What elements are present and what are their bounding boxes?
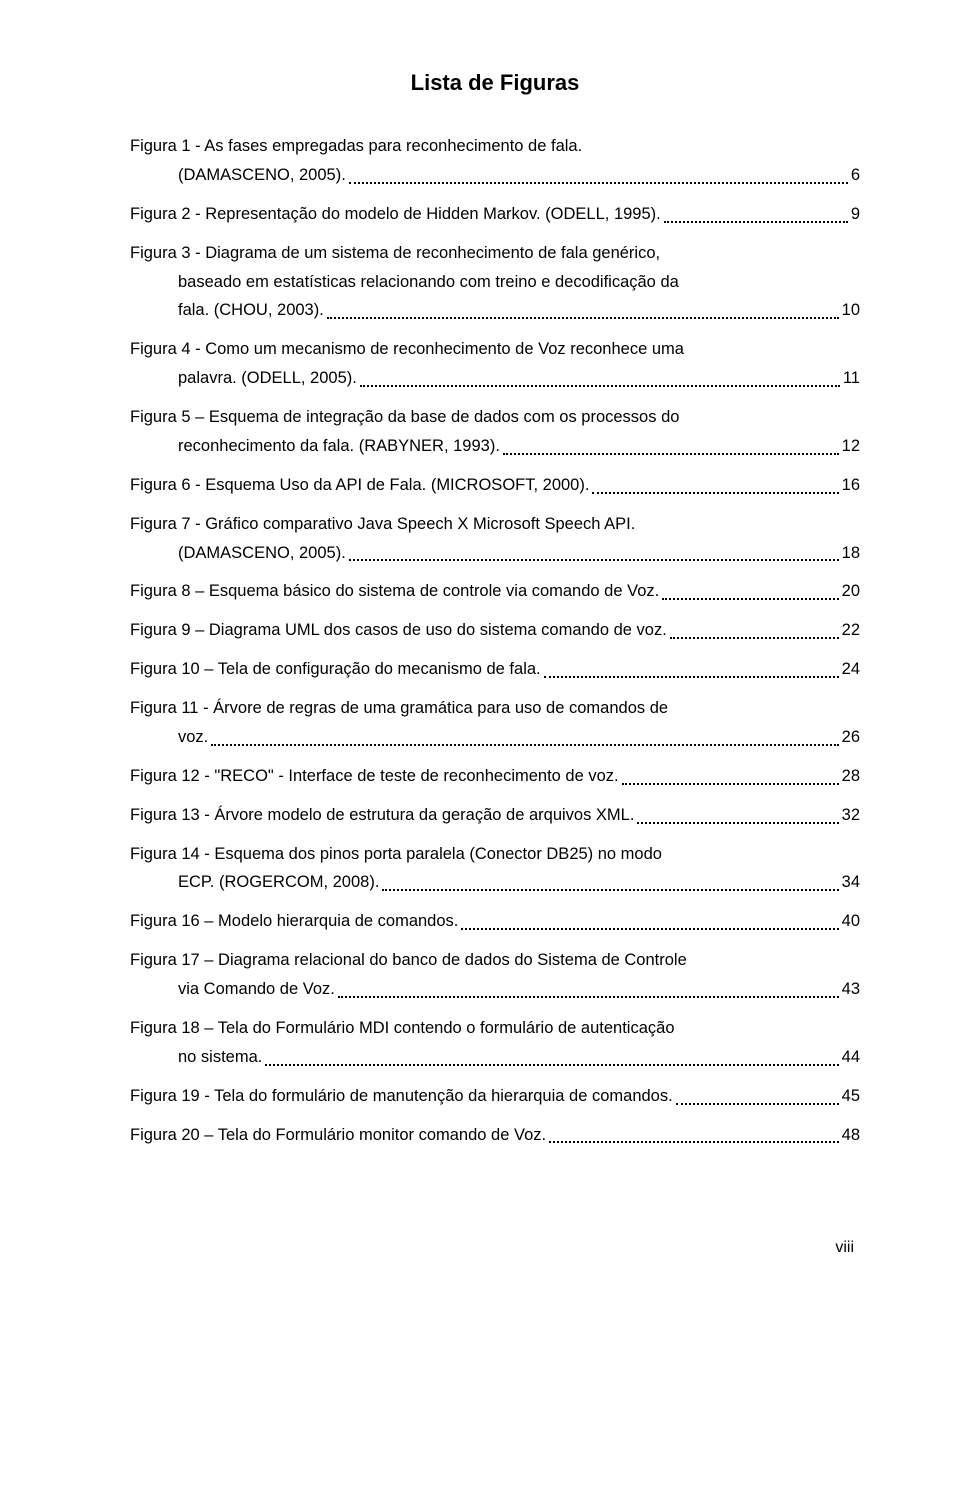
figure-entry-text: Figura 17 – Diagrama relacional do banco… [130,946,860,975]
figure-entry-page: 16 [842,471,860,500]
figure-entry: Figura 19 - Tela do formulário de manute… [130,1082,860,1111]
leader-dots [670,637,839,639]
figure-entry: Figura 12 - "RECO" - Interface de teste … [130,762,860,791]
figure-entry-page: 10 [842,296,860,325]
figure-entry-text-cont: fala. (CHOU, 2003). [178,296,324,325]
figure-entry: Figura 8 – Esquema básico do sistema de … [130,577,860,606]
figure-entry-text: Figura 19 - Tela do formulário de manute… [130,1082,673,1111]
figure-entry-lastline: ECP. (ROGERCOM, 2008). 34 [130,868,860,897]
figure-entry: Figura 3 - Diagrama de um sistema de rec… [130,239,860,326]
figure-entry: Figura 2 - Representação do modelo de Hi… [130,200,860,229]
figure-entry-lastline: no sistema. 44 [130,1043,860,1072]
figure-entry-page: 32 [842,801,860,830]
figure-entry: Figura 18 – Tela do Formulário MDI conte… [130,1014,860,1072]
entries-list: Figura 1 - As fases empregadas para reco… [130,132,860,1149]
leader-dots [349,559,839,561]
leader-dots [544,676,839,678]
figure-entry-page: 24 [842,655,860,684]
figure-entry-text: Figura 5 – Esquema de integração da base… [130,403,860,432]
figure-entry-text: Figura 16 – Modelo hierarquia de comando… [130,907,458,936]
figure-entry-text: Figura 10 – Tela de configuração do meca… [130,655,541,684]
figure-entry: Figura 13 - Árvore modelo de estrutura d… [130,801,860,830]
figure-entry: Figura 1 - As fases empregadas para reco… [130,132,860,190]
figure-entry-page: 9 [851,200,860,229]
figure-entry-text: Figura 14 - Esquema dos pinos porta para… [130,840,860,869]
leader-dots [349,182,848,184]
figure-entry-lastline: (DAMASCENO, 2005). 6 [130,161,860,190]
figure-entry-lastline: voz. 26 [130,723,860,752]
leader-dots [360,385,840,387]
figure-entry-text-cont: baseado em estatísticas relacionando com… [130,268,860,297]
leader-dots [265,1064,838,1066]
figure-entry-page: 18 [842,539,860,568]
figure-entry-page: 48 [842,1121,860,1150]
figure-entry: Figura 9 – Diagrama UML dos casos de uso… [130,616,860,645]
figure-entry: Figura 4 - Como um mecanismo de reconhec… [130,335,860,393]
figure-entry-lastline: via Comando de Voz. 43 [130,975,860,1004]
leader-dots [327,317,839,319]
leader-dots [637,822,838,824]
figure-entry-page: 45 [842,1082,860,1111]
figure-entry-lastline: fala. (CHOU, 2003). 10 [130,296,860,325]
figure-entry-text: Figura 9 – Diagrama UML dos casos de uso… [130,616,667,645]
figure-entry-page: 20 [842,577,860,606]
figure-entry-text: Figura 6 - Esquema Uso da API de Fala. (… [130,471,589,500]
figure-entry-text-cont: ECP. (ROGERCOM, 2008). [178,868,379,897]
figure-entry: Figura 11 - Árvore de regras de uma gram… [130,694,860,752]
figure-entry-page: 43 [842,975,860,1004]
figure-entry-text: Figura 2 - Representação do modelo de Hi… [130,200,661,229]
leader-dots [676,1103,839,1105]
leader-dots [461,928,838,930]
figure-entry-text-cont: palavra. (ODELL, 2005). [178,364,357,393]
figure-entry-text: Figura 4 - Como um mecanismo de reconhec… [130,335,860,364]
figure-entry-text: Figura 13 - Árvore modelo de estrutura d… [130,801,634,830]
figure-entry-page: 11 [843,364,860,393]
leader-dots [664,221,848,223]
leader-dots [662,598,838,600]
figure-entry: Figura 7 - Gráfico comparativo Java Spee… [130,510,860,568]
figure-entry-text-cont: no sistema. [178,1043,262,1072]
leader-dots [503,453,839,455]
figure-entry-text: Figura 18 – Tela do Formulário MDI conte… [130,1014,860,1043]
leader-dots [211,744,838,746]
leader-dots [622,783,839,785]
figure-entry-text-cont: (DAMASCENO, 2005). [178,161,346,190]
figure-entry-lastline: (DAMASCENO, 2005). 18 [130,539,860,568]
figure-entry-text: Figura 7 - Gráfico comparativo Java Spee… [130,510,860,539]
page-number-footer: viii [130,1239,860,1257]
figure-entry: Figura 5 – Esquema de integração da base… [130,403,860,461]
figure-entry-text: Figura 11 - Árvore de regras de uma gram… [130,694,860,723]
figure-entry-page: 34 [842,868,860,897]
figure-entry-lastline: palavra. (ODELL, 2005). 11 [130,364,860,393]
figure-entry-lastline: reconhecimento da fala. (RABYNER, 1993).… [130,432,860,461]
figure-entry-text-cont: via Comando de Voz. [178,975,335,1004]
list-of-figures-title: Lista de Figuras [130,70,860,96]
leader-dots [549,1141,839,1143]
figure-entry-text: Figura 12 - "RECO" - Interface de teste … [130,762,619,791]
figure-entry-text: Figura 8 – Esquema básico do sistema de … [130,577,659,606]
page-container: Lista de Figuras Figura 1 - As fases emp… [0,0,960,1317]
figure-entry: Figura 6 - Esquema Uso da API de Fala. (… [130,471,860,500]
figure-entry-text-cont: voz. [178,723,208,752]
figure-entry-page: 40 [842,907,860,936]
figure-entry-text: Figura 20 – Tela do Formulário monitor c… [130,1121,546,1150]
figure-entry-page: 22 [842,616,860,645]
figure-entry-text: Figura 1 - As fases empregadas para reco… [130,132,860,161]
figure-entry-page: 6 [851,161,860,190]
figure-entry-page: 28 [842,762,860,791]
figure-entry: Figura 20 – Tela do Formulário monitor c… [130,1121,860,1150]
leader-dots [338,996,839,998]
figure-entry-page: 44 [842,1043,860,1072]
figure-entry-page: 12 [842,432,860,461]
figure-entry: Figura 10 – Tela de configuração do meca… [130,655,860,684]
figure-entry-text-cont: reconhecimento da fala. (RABYNER, 1993). [178,432,500,461]
figure-entry: Figura 16 – Modelo hierarquia de comando… [130,907,860,936]
figure-entry-text: Figura 3 - Diagrama de um sistema de rec… [130,239,860,268]
leader-dots [382,889,838,891]
figure-entry-page: 26 [842,723,860,752]
figure-entry-text-cont: (DAMASCENO, 2005). [178,539,346,568]
leader-dots [592,492,838,494]
figure-entry: Figura 14 - Esquema dos pinos porta para… [130,840,860,898]
figure-entry: Figura 17 – Diagrama relacional do banco… [130,946,860,1004]
